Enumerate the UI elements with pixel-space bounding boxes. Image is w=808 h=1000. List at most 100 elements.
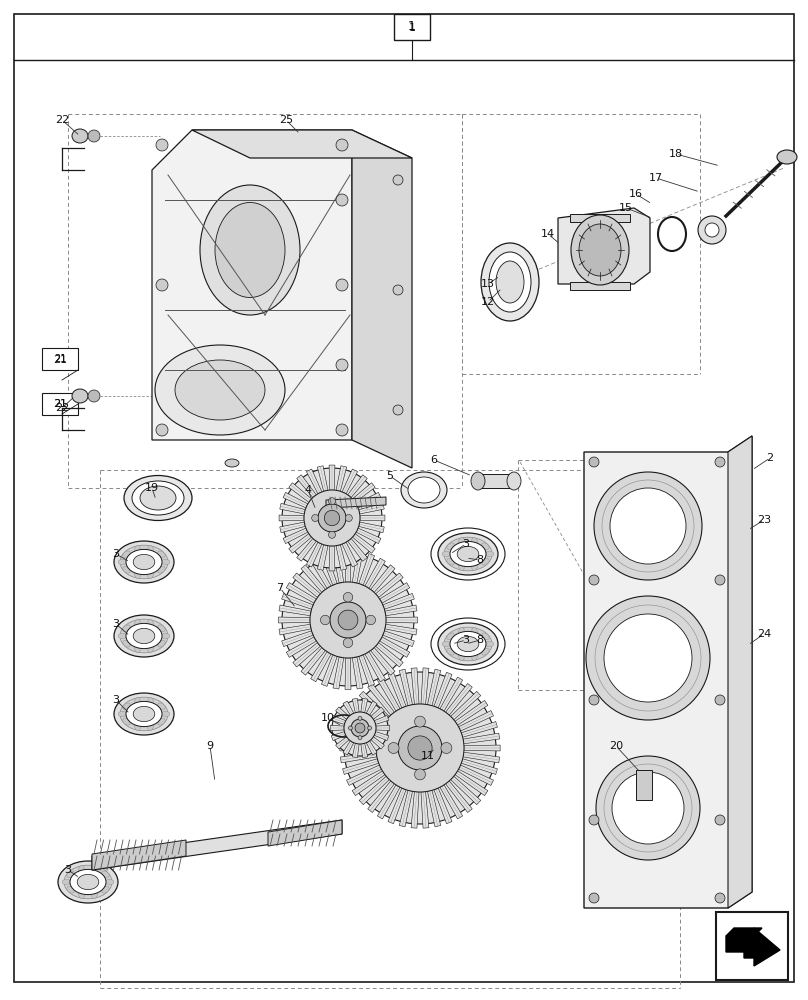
Ellipse shape	[120, 697, 168, 731]
Polygon shape	[297, 538, 316, 561]
Circle shape	[156, 424, 168, 436]
Polygon shape	[356, 528, 381, 544]
Ellipse shape	[458, 537, 465, 546]
Ellipse shape	[114, 693, 174, 735]
Polygon shape	[445, 684, 472, 715]
Text: 13: 13	[481, 279, 495, 289]
Polygon shape	[376, 643, 403, 667]
Polygon shape	[366, 701, 377, 715]
Ellipse shape	[358, 736, 362, 740]
Ellipse shape	[123, 551, 130, 558]
Ellipse shape	[140, 486, 176, 510]
Ellipse shape	[450, 541, 486, 567]
Polygon shape	[336, 545, 347, 570]
Text: 9: 9	[206, 741, 213, 751]
Ellipse shape	[64, 865, 112, 899]
Ellipse shape	[358, 716, 362, 720]
Polygon shape	[288, 534, 312, 553]
Polygon shape	[347, 711, 381, 731]
Polygon shape	[330, 725, 344, 731]
Polygon shape	[411, 668, 419, 704]
Polygon shape	[368, 781, 394, 812]
Polygon shape	[347, 475, 368, 498]
Ellipse shape	[118, 633, 127, 639]
Ellipse shape	[158, 703, 165, 710]
Ellipse shape	[471, 472, 485, 490]
Polygon shape	[421, 792, 429, 828]
Polygon shape	[380, 583, 410, 603]
Polygon shape	[352, 771, 385, 796]
Polygon shape	[343, 759, 379, 774]
Bar	[716, 912, 788, 980]
Text: 11: 11	[421, 751, 435, 761]
Ellipse shape	[162, 559, 170, 565]
Ellipse shape	[78, 890, 84, 899]
Text: 8: 8	[477, 555, 483, 565]
Circle shape	[594, 472, 702, 580]
Ellipse shape	[444, 627, 492, 661]
Text: 3: 3	[112, 695, 120, 705]
Ellipse shape	[134, 644, 141, 653]
Ellipse shape	[225, 459, 239, 467]
Polygon shape	[361, 698, 368, 713]
Polygon shape	[292, 573, 321, 597]
Polygon shape	[333, 657, 343, 689]
Ellipse shape	[388, 742, 399, 754]
Ellipse shape	[447, 648, 454, 655]
Ellipse shape	[158, 551, 165, 558]
Ellipse shape	[134, 545, 141, 554]
Polygon shape	[345, 550, 351, 582]
Polygon shape	[352, 483, 375, 502]
Polygon shape	[558, 208, 650, 284]
Ellipse shape	[133, 554, 155, 570]
Polygon shape	[318, 466, 328, 491]
Circle shape	[332, 700, 388, 756]
Polygon shape	[288, 483, 312, 502]
Polygon shape	[359, 655, 375, 686]
Ellipse shape	[67, 871, 74, 878]
Text: 21: 21	[54, 354, 66, 364]
Polygon shape	[366, 741, 377, 755]
Circle shape	[610, 488, 686, 564]
Polygon shape	[283, 492, 308, 508]
Polygon shape	[440, 785, 463, 819]
Text: 15: 15	[619, 203, 633, 213]
Polygon shape	[279, 515, 304, 521]
Polygon shape	[342, 542, 358, 567]
Text: 1: 1	[408, 20, 416, 33]
Text: 23: 23	[757, 515, 771, 525]
Polygon shape	[361, 743, 368, 758]
Ellipse shape	[118, 711, 127, 717]
Polygon shape	[365, 558, 385, 588]
Ellipse shape	[507, 472, 521, 490]
Ellipse shape	[441, 742, 452, 754]
Ellipse shape	[105, 879, 114, 885]
Polygon shape	[360, 776, 389, 805]
Polygon shape	[343, 701, 354, 715]
Ellipse shape	[401, 472, 447, 508]
Polygon shape	[455, 771, 488, 796]
Text: 1: 1	[409, 23, 415, 33]
Polygon shape	[286, 637, 316, 657]
Polygon shape	[455, 700, 488, 725]
Bar	[478, 474, 514, 488]
Ellipse shape	[408, 477, 440, 503]
Ellipse shape	[343, 592, 353, 602]
Polygon shape	[336, 466, 347, 491]
Ellipse shape	[124, 476, 192, 520]
Polygon shape	[326, 497, 386, 508]
Polygon shape	[399, 790, 412, 827]
Polygon shape	[388, 788, 406, 824]
Polygon shape	[345, 658, 351, 690]
Polygon shape	[342, 469, 358, 494]
Polygon shape	[340, 745, 376, 751]
Text: 18: 18	[669, 149, 683, 159]
Ellipse shape	[321, 615, 330, 625]
Text: 3: 3	[462, 539, 469, 549]
Polygon shape	[306, 542, 322, 567]
Polygon shape	[333, 551, 343, 583]
Polygon shape	[386, 617, 418, 623]
Polygon shape	[371, 707, 385, 719]
Circle shape	[408, 736, 432, 760]
Polygon shape	[352, 743, 360, 758]
